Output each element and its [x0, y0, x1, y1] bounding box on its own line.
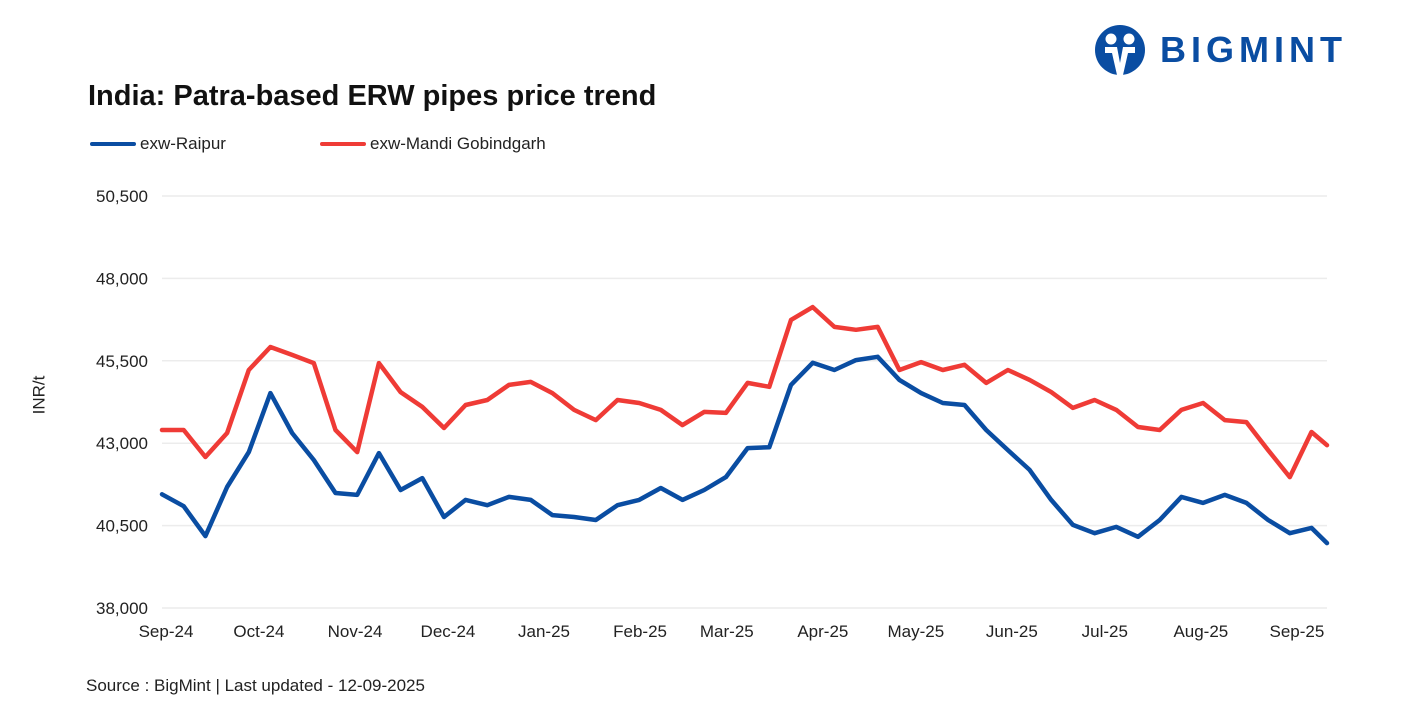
x-tick-label: Oct-24 — [233, 622, 284, 641]
series-line-raipur — [159, 354, 1330, 546]
bigmint-logo: BIGMINT — [1094, 24, 1347, 76]
legend-item-raipur: exw-Raipur — [90, 134, 226, 154]
x-tick-label: Jan-25 — [518, 622, 570, 641]
y-tick-label: 43,000 — [96, 434, 148, 453]
source-note: Source : BigMint | Last updated - 12-09-… — [86, 676, 425, 695]
legend-label-raipur: exw-Raipur — [140, 134, 226, 153]
y-tick-label: 38,000 — [96, 599, 148, 618]
x-tick-label: Dec-24 — [421, 622, 476, 641]
x-tick-label: Feb-25 — [613, 622, 667, 641]
chart-title: India: Patra-based ERW pipes price trend — [88, 80, 657, 112]
bigmint-logo-icon — [1095, 25, 1145, 75]
x-tick-label: Aug-25 — [1173, 622, 1228, 641]
y-tick-label: 45,500 — [96, 352, 148, 371]
y-tick-label: 50,500 — [96, 187, 148, 206]
x-tick-label: Sep-24 — [139, 622, 194, 641]
y-tick-label: 48,000 — [96, 269, 148, 288]
x-tick-label: Jun-25 — [986, 622, 1038, 641]
legend-swatch-raipur — [90, 142, 136, 146]
x-tick-label: May-25 — [887, 622, 944, 641]
x-tick-label: Sep-25 — [1270, 622, 1325, 641]
legend-label-mandi: exw-Mandi Gobindgarh — [370, 134, 546, 153]
x-tick-label: Jul-25 — [1082, 622, 1128, 641]
series-line-mandi-gobindgarh — [159, 304, 1330, 480]
legend-item-mandi: exw-Mandi Gobindgarh — [320, 134, 546, 154]
x-tick-label: Nov-24 — [328, 622, 383, 641]
y-tick-label: 40,500 — [96, 517, 148, 536]
logo-text: BIGMINT — [1160, 29, 1347, 70]
x-tick-label: Mar-25 — [700, 622, 754, 641]
x-tick-label: Apr-25 — [797, 622, 848, 641]
legend-swatch-mandi — [320, 142, 366, 146]
